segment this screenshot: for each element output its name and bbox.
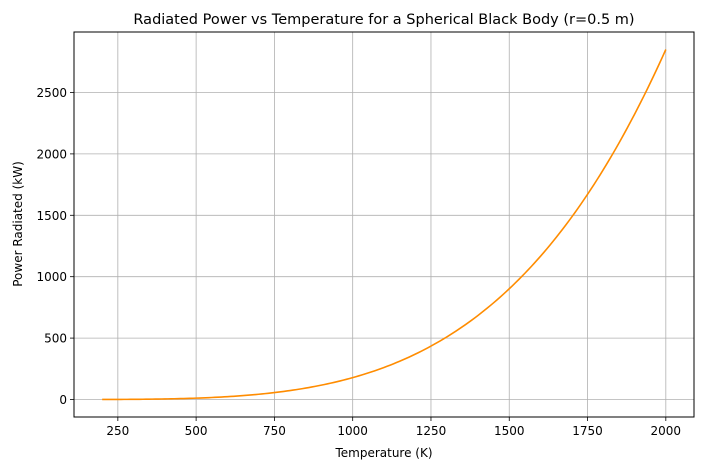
x-tick-label: 1000: [337, 424, 368, 438]
x-axis-label: Temperature (K): [334, 446, 432, 460]
y-tick-label: 1500: [36, 209, 67, 223]
y-tick-label: 500: [44, 332, 67, 346]
x-tick-label: 250: [106, 424, 129, 438]
y-tick-label: 0: [59, 393, 67, 407]
x-tick-label: 2000: [651, 424, 682, 438]
series-layer: [102, 49, 667, 401]
x-tick-label: 1250: [416, 424, 447, 438]
x-tick-label: 750: [263, 424, 286, 438]
grid: [74, 32, 694, 417]
x-tick-label: 1500: [494, 424, 525, 438]
y-axis-label: Power Radiated (kW): [11, 161, 25, 287]
x-tick-label: 1750: [572, 424, 603, 438]
y-tick-label: 2000: [36, 147, 67, 161]
x-axis: 250 500 750 1000 1250 1500 1750 2000: [106, 417, 681, 438]
y-tick-label: 1000: [36, 270, 67, 284]
series-line-power: [102, 49, 667, 401]
y-axis: 0 500 1000 1500 2000 2500: [36, 86, 74, 407]
x-tick-label: 500: [185, 424, 208, 438]
y-tick-label: 2500: [36, 86, 67, 100]
plot-frame: [73, 31, 695, 418]
chart-title: Radiated Power vs Temperature for a Sphe…: [133, 12, 634, 28]
